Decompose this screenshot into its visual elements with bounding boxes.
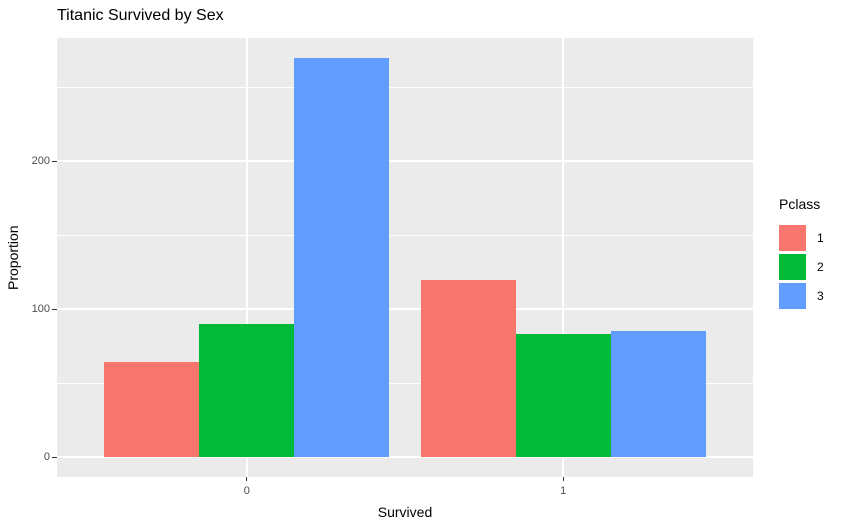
y-tick-label: 0 [43, 451, 50, 464]
legend-swatch-pclass2 [779, 254, 806, 280]
y-tick-mark [52, 308, 57, 310]
legend-item: 1 [779, 225, 824, 251]
legend-swatch-pclass1 [779, 225, 806, 251]
gridline-major [57, 308, 753, 311]
y-tick-label: 100 [31, 303, 50, 316]
legend-title: Pclass [779, 196, 821, 212]
y-tick-label: 200 [31, 155, 50, 168]
y-axis-title: Proportion [5, 225, 21, 290]
plot-panel [57, 38, 753, 477]
x-tick-mark [246, 477, 248, 481]
gridline-x-major [562, 38, 565, 477]
bar-survived0-pclass1 [104, 362, 200, 458]
y-tick-mark [52, 456, 57, 458]
x-tick-label: 0 [243, 485, 250, 497]
bar-survived1-pclass3 [610, 331, 706, 458]
gridline-minor [57, 234, 753, 236]
bar-survived0-pclass3 [294, 57, 390, 458]
x-axis-title: Survived [377, 504, 433, 520]
legend-item: 2 [779, 254, 824, 280]
gridline-minor [57, 382, 753, 384]
gridline-major [57, 160, 753, 163]
x-tick-label: 1 [560, 485, 567, 497]
bar-survived0-pclass2 [199, 324, 295, 458]
legend-items: 1 2 3 [779, 225, 824, 309]
legend-label: 1 [817, 231, 824, 245]
legend-label: 2 [817, 260, 824, 274]
gridline-minor [57, 87, 753, 89]
legend: Pclass 1 2 3 [779, 196, 824, 312]
y-tick-mark [52, 160, 57, 162]
legend-swatch-pclass3 [779, 283, 806, 309]
bar-survived1-pclass2 [515, 334, 611, 458]
x-tick-mark [562, 477, 564, 481]
legend-item: 3 [779, 283, 824, 309]
legend-label: 3 [817, 289, 824, 303]
bar-survived1-pclass1 [420, 279, 516, 458]
gridline-x-major [245, 38, 248, 477]
gridline-major [57, 456, 753, 459]
chart-title: Titanic Survived by Sex [57, 7, 224, 24]
